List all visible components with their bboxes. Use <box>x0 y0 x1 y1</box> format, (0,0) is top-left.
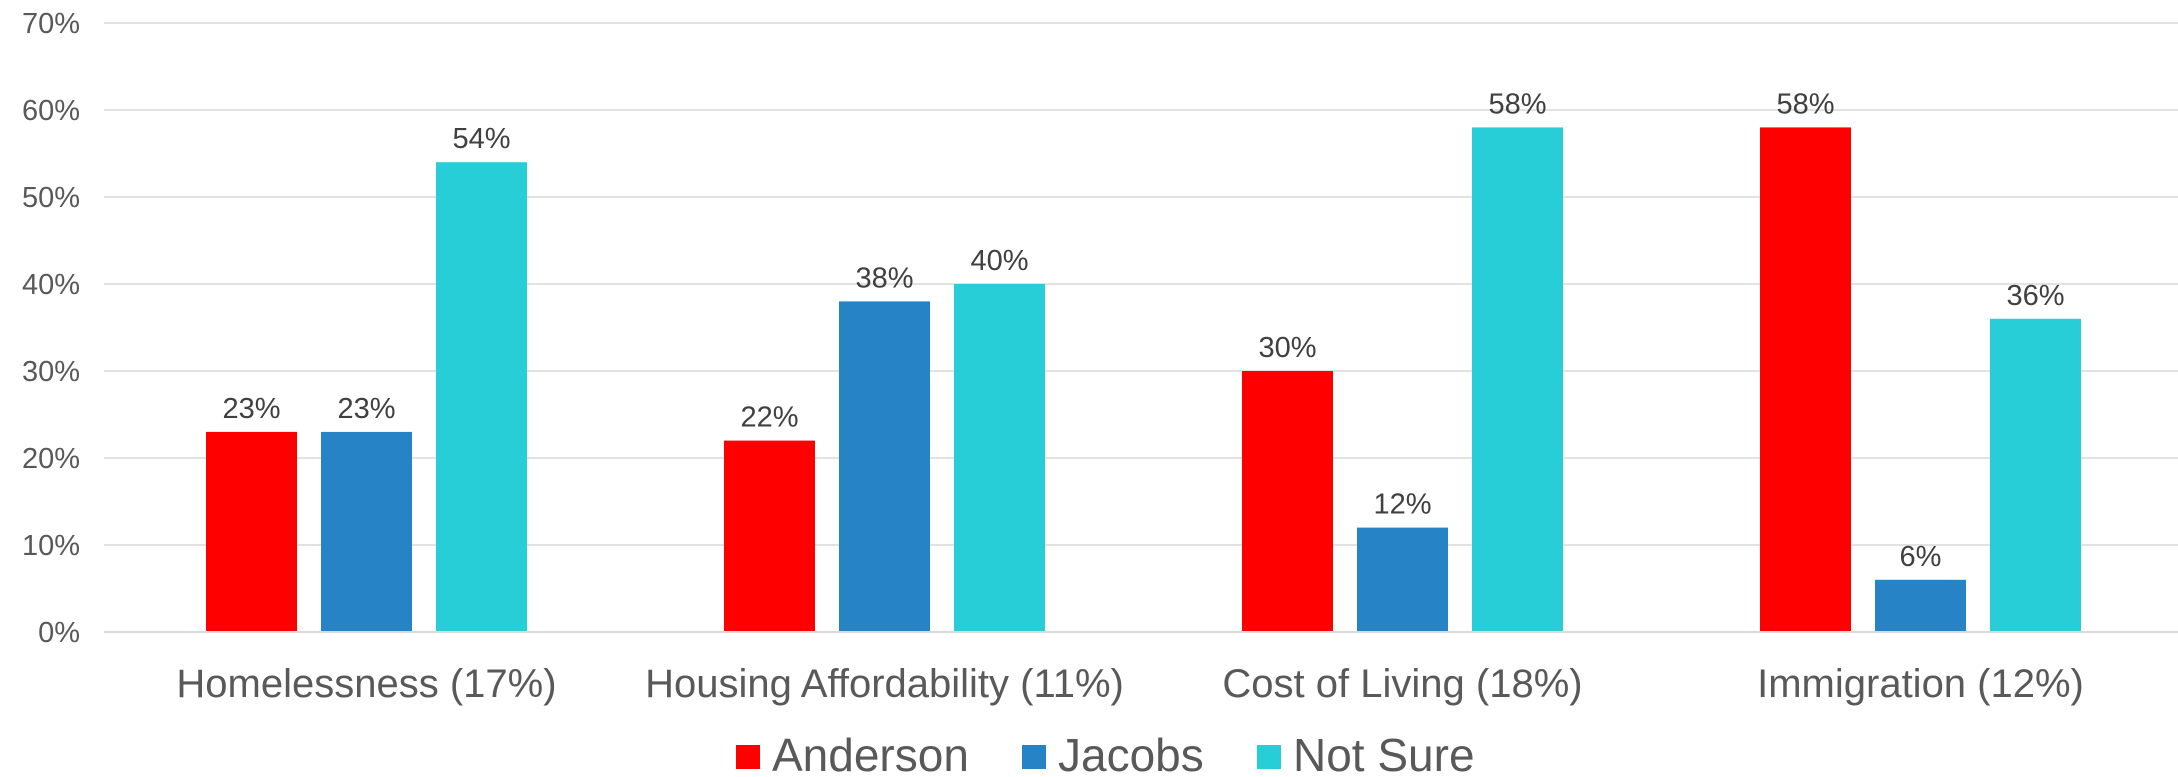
data-label: 6% <box>1900 541 1942 573</box>
bar-not-sure <box>1990 318 2081 632</box>
legend: Anderson Jacobs Not Sure <box>736 729 1475 777</box>
data-label: 58% <box>1488 88 1546 120</box>
y-tick-label: 0% <box>38 617 80 649</box>
bar-anderson <box>1760 127 1851 633</box>
data-label: 23% <box>222 393 280 425</box>
y-tick-label: 60% <box>22 95 80 127</box>
bar-not-sure <box>1472 127 1563 633</box>
legend-swatch-anderson <box>736 745 760 769</box>
data-label: 36% <box>2006 280 2064 312</box>
data-label: 58% <box>1776 88 1834 120</box>
y-tick-label: 20% <box>22 443 80 475</box>
bars <box>206 127 2081 633</box>
legend-label: Jacobs <box>1058 729 1204 777</box>
data-label: 23% <box>337 393 395 425</box>
legend-label: Not Sure <box>1293 729 1475 777</box>
category-label: Immigration (12%) <box>1757 662 2084 706</box>
data-label: 54% <box>452 123 510 155</box>
data-labels: 23% 23% 54% 22% 38% 40% 30% 12% 58% 58% 6% 36% <box>222 88 2064 572</box>
category-label: Homelessness (17%) <box>176 662 556 706</box>
bar-jacobs <box>321 431 412 632</box>
y-tick-label: 40% <box>22 269 80 301</box>
bar-anderson <box>206 431 297 632</box>
bar-anderson <box>724 440 815 632</box>
bar-jacobs <box>839 301 930 632</box>
category-label: Cost of Living (18%) <box>1222 662 1582 706</box>
legend-label: Anderson <box>772 729 969 777</box>
y-axis-ticks: 0% 10% 20% 30% 40% 50% 60% 70% <box>22 8 80 649</box>
legend-swatch-not-sure <box>1257 745 1281 769</box>
data-label: 12% <box>1373 489 1431 521</box>
data-label: 40% <box>970 245 1028 277</box>
data-label: 22% <box>740 402 798 434</box>
bar-not-sure <box>954 284 1045 632</box>
y-tick-label: 10% <box>22 530 80 562</box>
bar-jacobs <box>1875 579 1966 632</box>
legend-swatch-jacobs <box>1022 745 1046 769</box>
y-tick-label: 50% <box>22 182 80 214</box>
y-tick-label: 70% <box>22 8 80 40</box>
bar-jacobs <box>1357 527 1448 632</box>
gridlines <box>104 22 2178 546</box>
category-label: Housing Affordability (11%) <box>645 662 1124 706</box>
y-tick-label: 30% <box>22 356 80 388</box>
bar-not-sure <box>436 162 527 632</box>
category-labels: Homelessness (17%) Housing Affordability … <box>176 662 2083 706</box>
bar-anderson <box>1242 371 1333 632</box>
data-label: 30% <box>1258 332 1316 364</box>
data-label: 38% <box>855 262 913 294</box>
